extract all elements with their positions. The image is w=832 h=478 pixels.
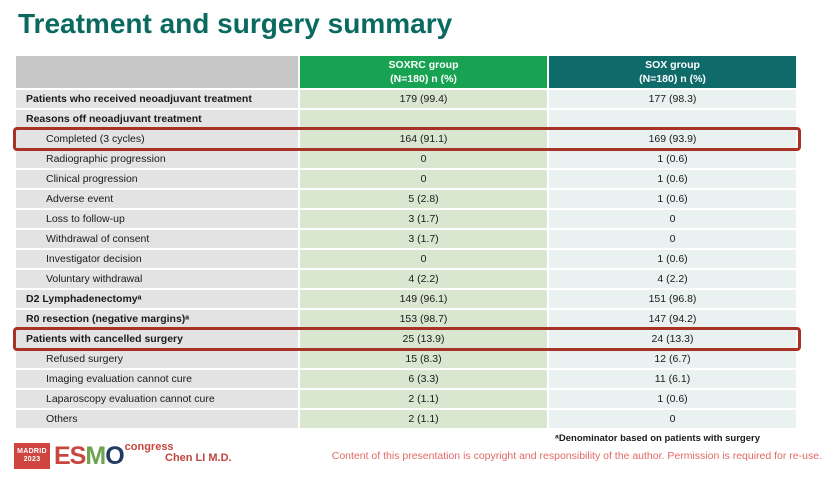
- sox-value: 1 (0.6): [549, 250, 796, 268]
- table-row: Others 2 (1.1) 0: [16, 410, 798, 428]
- table-body: Patients who received neoadjuvant treatm…: [13, 90, 801, 428]
- table-header-row: SOXRC group (N=180) n (%) SOX group (N=1…: [16, 56, 798, 88]
- soxrc-value: 164 (91.1): [300, 130, 547, 148]
- madrid-badge-city: MADRID: [17, 447, 47, 455]
- sox-value: 1 (0.6): [549, 190, 796, 208]
- row-label: Adverse event: [16, 190, 298, 208]
- soxrc-value: 15 (8.3): [300, 350, 547, 368]
- table-row: Investigator decision 0 1 (0.6): [16, 250, 798, 268]
- row-label: Laparoscopy evaluation cannot cure: [16, 390, 298, 408]
- soxrc-value: 3 (1.7): [300, 230, 547, 248]
- row-label: Patients with cancelled surgery: [16, 330, 298, 348]
- table-row: Loss to follow-up 3 (1.7) 0: [16, 210, 798, 228]
- soxrc-value: 0: [300, 170, 547, 188]
- sox-value: 24 (13.3): [549, 330, 796, 348]
- header-cell-soxrc-group: SOXRC group (N=180) n (%): [300, 56, 547, 88]
- page-title: Treatment and surgery summary: [18, 8, 453, 39]
- row-label: D2 Lymphadenectomyᵃ: [16, 290, 298, 308]
- soxrc-value: 179 (99.4): [300, 90, 547, 108]
- row-label: Clinical progression: [16, 170, 298, 188]
- row-label: Others: [16, 410, 298, 428]
- soxrc-value: 0: [300, 250, 547, 268]
- table-row: Laparoscopy evaluation cannot cure 2 (1.1…: [16, 390, 798, 408]
- table-row: Voluntary withdrawal 4 (2.2) 4 (2.2): [16, 270, 798, 288]
- congress-label: congress: [124, 441, 174, 453]
- table-row: Imaging evaluation cannot cure 6 (3.3) 11 …: [16, 370, 798, 388]
- soxrc-value: [300, 110, 547, 128]
- madrid-2023-badge: MADRID 2023: [14, 443, 50, 469]
- table-row: Radiographic progression 0 1 (0.6): [16, 150, 798, 168]
- row-label: Loss to follow-up: [16, 210, 298, 228]
- esmo-letters-es: ES: [54, 442, 86, 470]
- row-label: Reasons off neoadjuvant treatment: [16, 110, 298, 128]
- row-label: Withdrawal of consent: [16, 230, 298, 248]
- soxrc-value: 2 (1.1): [300, 390, 547, 408]
- row-label: Voluntary withdrawal: [16, 270, 298, 288]
- table-row: Reasons off neoadjuvant treatment: [16, 110, 798, 128]
- header-cell-sox-group: SOX group (N=180) n (%): [549, 56, 796, 88]
- sox-value: 151 (96.8): [549, 290, 796, 308]
- sox-value: 177 (98.3): [549, 90, 796, 108]
- presenter-credit: Chen LI M.D.: [165, 452, 232, 464]
- summary-table: SOXRC group (N=180) n (%) SOX group (N=1…: [13, 56, 801, 430]
- sox-value: 12 (6.7): [549, 350, 796, 368]
- esmo-letter-o: O: [105, 442, 124, 470]
- soxrc-value: 149 (96.1): [300, 290, 547, 308]
- sox-value: 4 (2.2): [549, 270, 796, 288]
- table-row: Clinical progression 0 1 (0.6): [16, 170, 798, 188]
- table-footnote: ᵃDenominator based on patients with surg…: [555, 433, 760, 444]
- sox-value: 0: [549, 210, 796, 228]
- header-cell-blank: [16, 56, 298, 88]
- sox-value: 0: [549, 410, 796, 428]
- table-row: Adverse event 5 (2.8) 1 (0.6): [16, 190, 798, 208]
- copyright-notice: Content of this presentation is copyrigh…: [331, 450, 822, 462]
- sox-value: 169 (93.9): [549, 130, 796, 148]
- table-row: Withdrawal of consent 3 (1.7) 0: [16, 230, 798, 248]
- soxrc-value: 2 (1.1): [300, 410, 547, 428]
- row-label: Radiographic progression: [16, 150, 298, 168]
- row-label: Refused surgery: [16, 350, 298, 368]
- soxrc-value: 3 (1.7): [300, 210, 547, 228]
- soxrc-value: 4 (2.2): [300, 270, 547, 288]
- esmo-wordmark: ESMO: [54, 442, 125, 470]
- table-row: Refused surgery 15 (8.3) 12 (6.7): [16, 350, 798, 368]
- row-label: Investigator decision: [16, 250, 298, 268]
- madrid-badge-year: 2023: [23, 456, 41, 463]
- sox-value: 1 (0.6): [549, 170, 796, 188]
- soxrc-value: 5 (2.8): [300, 190, 547, 208]
- esmo-congress-logo: MADRID 2023 ESMO congress: [14, 440, 174, 472]
- table-row: Completed (3 cycles) 164 (91.1) 169 (93.9): [13, 127, 801, 151]
- esmo-letter-m: M: [85, 442, 106, 470]
- sox-value: 1 (0.6): [549, 390, 796, 408]
- table-row: R0 resection (negative margins)ᵃ 153 (98.…: [16, 310, 798, 328]
- soxrc-value: 25 (13.9): [300, 330, 547, 348]
- table-row: Patients with cancelled surgery 25 (13.9)…: [13, 327, 801, 351]
- sox-value: [549, 110, 796, 128]
- row-label: Completed (3 cycles): [16, 130, 298, 148]
- sox-value: 0: [549, 230, 796, 248]
- soxrc-value: 6 (3.3): [300, 370, 547, 388]
- table-row: Patients who received neoadjuvant treatm…: [16, 90, 798, 108]
- sox-value: 11 (6.1): [549, 370, 796, 388]
- row-label: Patients who received neoadjuvant treatm…: [16, 90, 298, 108]
- row-label: R0 resection (negative margins)ᵃ: [16, 310, 298, 328]
- sox-value: 1 (0.6): [549, 150, 796, 168]
- table-row: D2 Lymphadenectomyᵃ 149 (96.1) 151 (96.8): [16, 290, 798, 308]
- soxrc-value: 0: [300, 150, 547, 168]
- sox-value: 147 (94.2): [549, 310, 796, 328]
- soxrc-value: 153 (98.7): [300, 310, 547, 328]
- row-label: Imaging evaluation cannot cure: [16, 370, 298, 388]
